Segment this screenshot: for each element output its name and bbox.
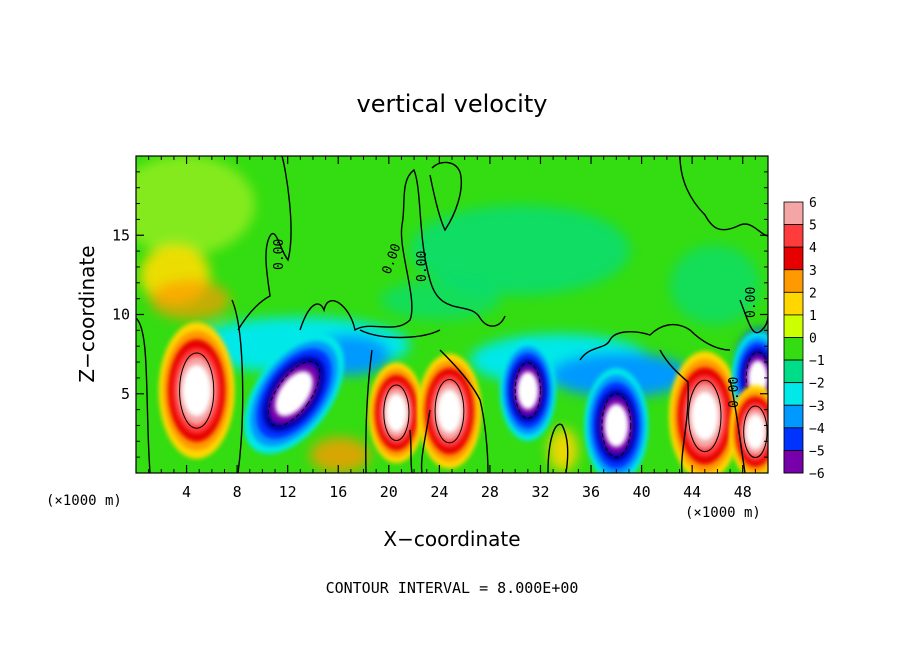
y-axis-title: Z−coordinate: [75, 245, 99, 382]
colorbar-label: −6: [809, 467, 825, 482]
colorbar-label: 0: [809, 332, 817, 347]
colorbar-swatch: [783, 224, 804, 248]
contour-label: 0.00: [744, 287, 759, 318]
cell-contour: [688, 379, 722, 453]
colorbar-swatch: [783, 404, 804, 429]
colorbar-swatch: [783, 291, 804, 316]
contour-label: 0.00: [272, 239, 287, 270]
cell-contour: [743, 405, 768, 459]
cell-updraft: [417, 353, 482, 469]
cell-ring: [275, 371, 313, 417]
cell-ring: [437, 389, 462, 433]
cell-downdraft: [584, 367, 649, 473]
cell-contour: [601, 393, 632, 458]
cell-ring: [385, 393, 407, 432]
colorbar-swatch: [783, 382, 804, 406]
x-unit-label-right: (×1000 m): [685, 505, 761, 521]
cell-ring: [182, 364, 211, 417]
y-tick-label: 15: [112, 226, 130, 244]
x-tick-label: 24: [430, 483, 448, 501]
colorbar-swatch: [783, 450, 804, 474]
x-tick-label: 40: [633, 483, 651, 501]
colorbar-swatch: [783, 337, 804, 361]
cell-contour: [179, 352, 215, 429]
cell-contour: [383, 384, 410, 441]
colorbar-label: 4: [809, 241, 817, 256]
x-tick-label: 36: [582, 483, 600, 501]
cell-updraft: [368, 362, 425, 464]
colorbar-swatch: [783, 427, 804, 451]
x-unit-label: (×1000 m): [46, 493, 122, 509]
colorbar-label: 6: [809, 196, 817, 211]
colorbar-label: −3: [809, 399, 825, 414]
colorbar-label: −5: [809, 444, 825, 459]
zero-contours: [136, 156, 768, 473]
contour-interval-footer: CONTOUR INTERVAL = 8.000E+00: [326, 579, 579, 597]
x-tick-label: 32: [531, 483, 549, 501]
x-axis-title: X−coordinate: [383, 527, 520, 551]
cell-updraft: [158, 322, 235, 459]
cell-downdraft: [499, 340, 556, 441]
colorbar: 6 5 4 3 2 1 0 −1 −2 −3 −4 −5 −6: [783, 196, 825, 482]
colorbar-label: 5: [809, 219, 817, 234]
colorbar-swatch: [783, 359, 804, 384]
x-tick-label: 8: [233, 483, 242, 501]
cell-contour: [267, 360, 321, 427]
colorbar-label: −4: [809, 422, 825, 437]
colorbar-swatch: [783, 201, 804, 225]
colorbar-label: 1: [809, 309, 817, 324]
colorbar-label: −1: [809, 354, 825, 369]
x-tick-label: 48: [734, 483, 752, 501]
contour-label: 0.00: [415, 251, 430, 282]
cell-ring: [745, 414, 766, 450]
cell-contour: [434, 379, 465, 444]
colorbar-label: 3: [809, 264, 817, 279]
convective-cells: [158, 322, 768, 473]
cell-downdraft: [243, 333, 345, 454]
colorbar-swatch: [783, 269, 804, 293]
y-tick-label: 5: [121, 385, 130, 403]
x-tick-label: 20: [380, 483, 398, 501]
chart-title: vertical velocity: [357, 90, 548, 118]
colorbar-swatch: [783, 314, 804, 338]
cell-ring: [517, 371, 539, 410]
x-tick-label: 4: [182, 483, 191, 501]
x-tick-label: 28: [481, 483, 499, 501]
x-tick-label: 12: [279, 483, 297, 501]
colorbar-label: 2: [809, 286, 817, 301]
colorbar-label: −2: [809, 377, 825, 392]
cell-ring: [691, 391, 719, 441]
x-tick-label: 16: [329, 483, 347, 501]
contour-label: 0.00: [727, 377, 742, 408]
cell-ring: [604, 403, 629, 448]
x-tick-label: 44: [683, 483, 701, 501]
colorbar-swatch: [783, 246, 804, 271]
cell-updraft: [668, 351, 741, 473]
cell-contour: [514, 362, 541, 419]
y-tick-label: 10: [112, 306, 130, 324]
